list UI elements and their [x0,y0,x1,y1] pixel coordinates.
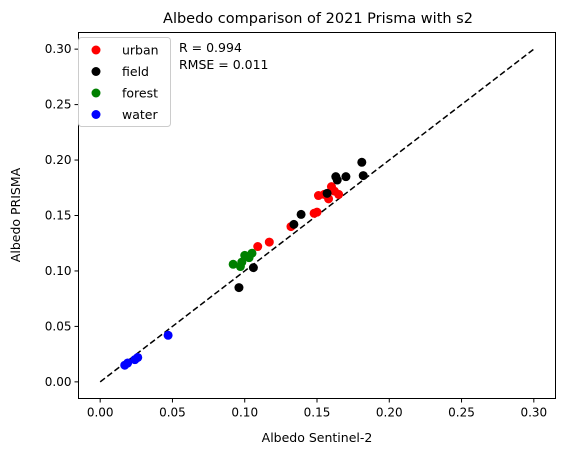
legend: urban field forest water [78,37,171,127]
legend-box [78,37,171,127]
legend-label-water: water [122,107,158,122]
y-tick-label: 0.20 [45,153,72,167]
data-layer [99,48,535,383]
field-point [322,188,332,198]
y-tick-label: 0.10 [45,264,72,278]
y-tick-label: 0.05 [45,319,72,333]
y-tick-label: 0.25 [45,98,72,112]
urban-point [334,189,344,199]
field-point [341,172,351,182]
x-tick-label: 0.05 [159,406,186,420]
y-tick-label: 0.15 [45,209,72,223]
forest-point [228,259,238,269]
field-point [357,157,367,167]
legend-label-field: field [122,64,149,79]
legend-marker-urban [91,45,101,55]
legend-marker-forest [91,88,101,98]
legend-marker-field [91,67,101,76]
urban-point [312,207,322,217]
x-tick-label: 0.15 [304,406,331,420]
y-tick-label: 0.30 [45,42,72,56]
legend-label-urban: urban [122,43,159,58]
water-point [133,352,143,362]
urban-point [264,237,274,247]
field-point [289,219,299,229]
field-point [296,209,306,219]
x-tick-label: 0.10 [231,406,258,420]
y-tick-label: 0.00 [45,375,72,389]
x-tick-label: 0.30 [520,406,547,420]
water-point [123,358,133,368]
y-axis-label: Albedo PRISMA [8,167,23,262]
legend-marker-water [91,110,101,119]
chart-title: Albedo comparison of 2021 Prisma with s2 [163,11,473,27]
field-point [358,171,368,181]
ticks-layer: 0.00 0.05 0.10 0.15 0.20 0.25 0.30 0.00 0.05 0.10… [45,42,547,419]
field-point [332,175,342,185]
x-axis-label: Albedo Sentinel-2 [262,430,373,445]
r-annotation: R = 0.994 [179,40,242,55]
x-tick-label: 0.00 [87,406,114,420]
field-point [248,263,258,273]
forest-point [247,248,257,258]
x-tick-label: 0.20 [376,406,403,420]
water-point [163,330,173,340]
rmse-annotation: RMSE = 0.011 [179,57,269,72]
urban-point [253,242,263,252]
field-point [234,283,244,293]
legend-label-forest: forest [122,86,158,101]
x-tick-label: 0.25 [448,406,475,420]
